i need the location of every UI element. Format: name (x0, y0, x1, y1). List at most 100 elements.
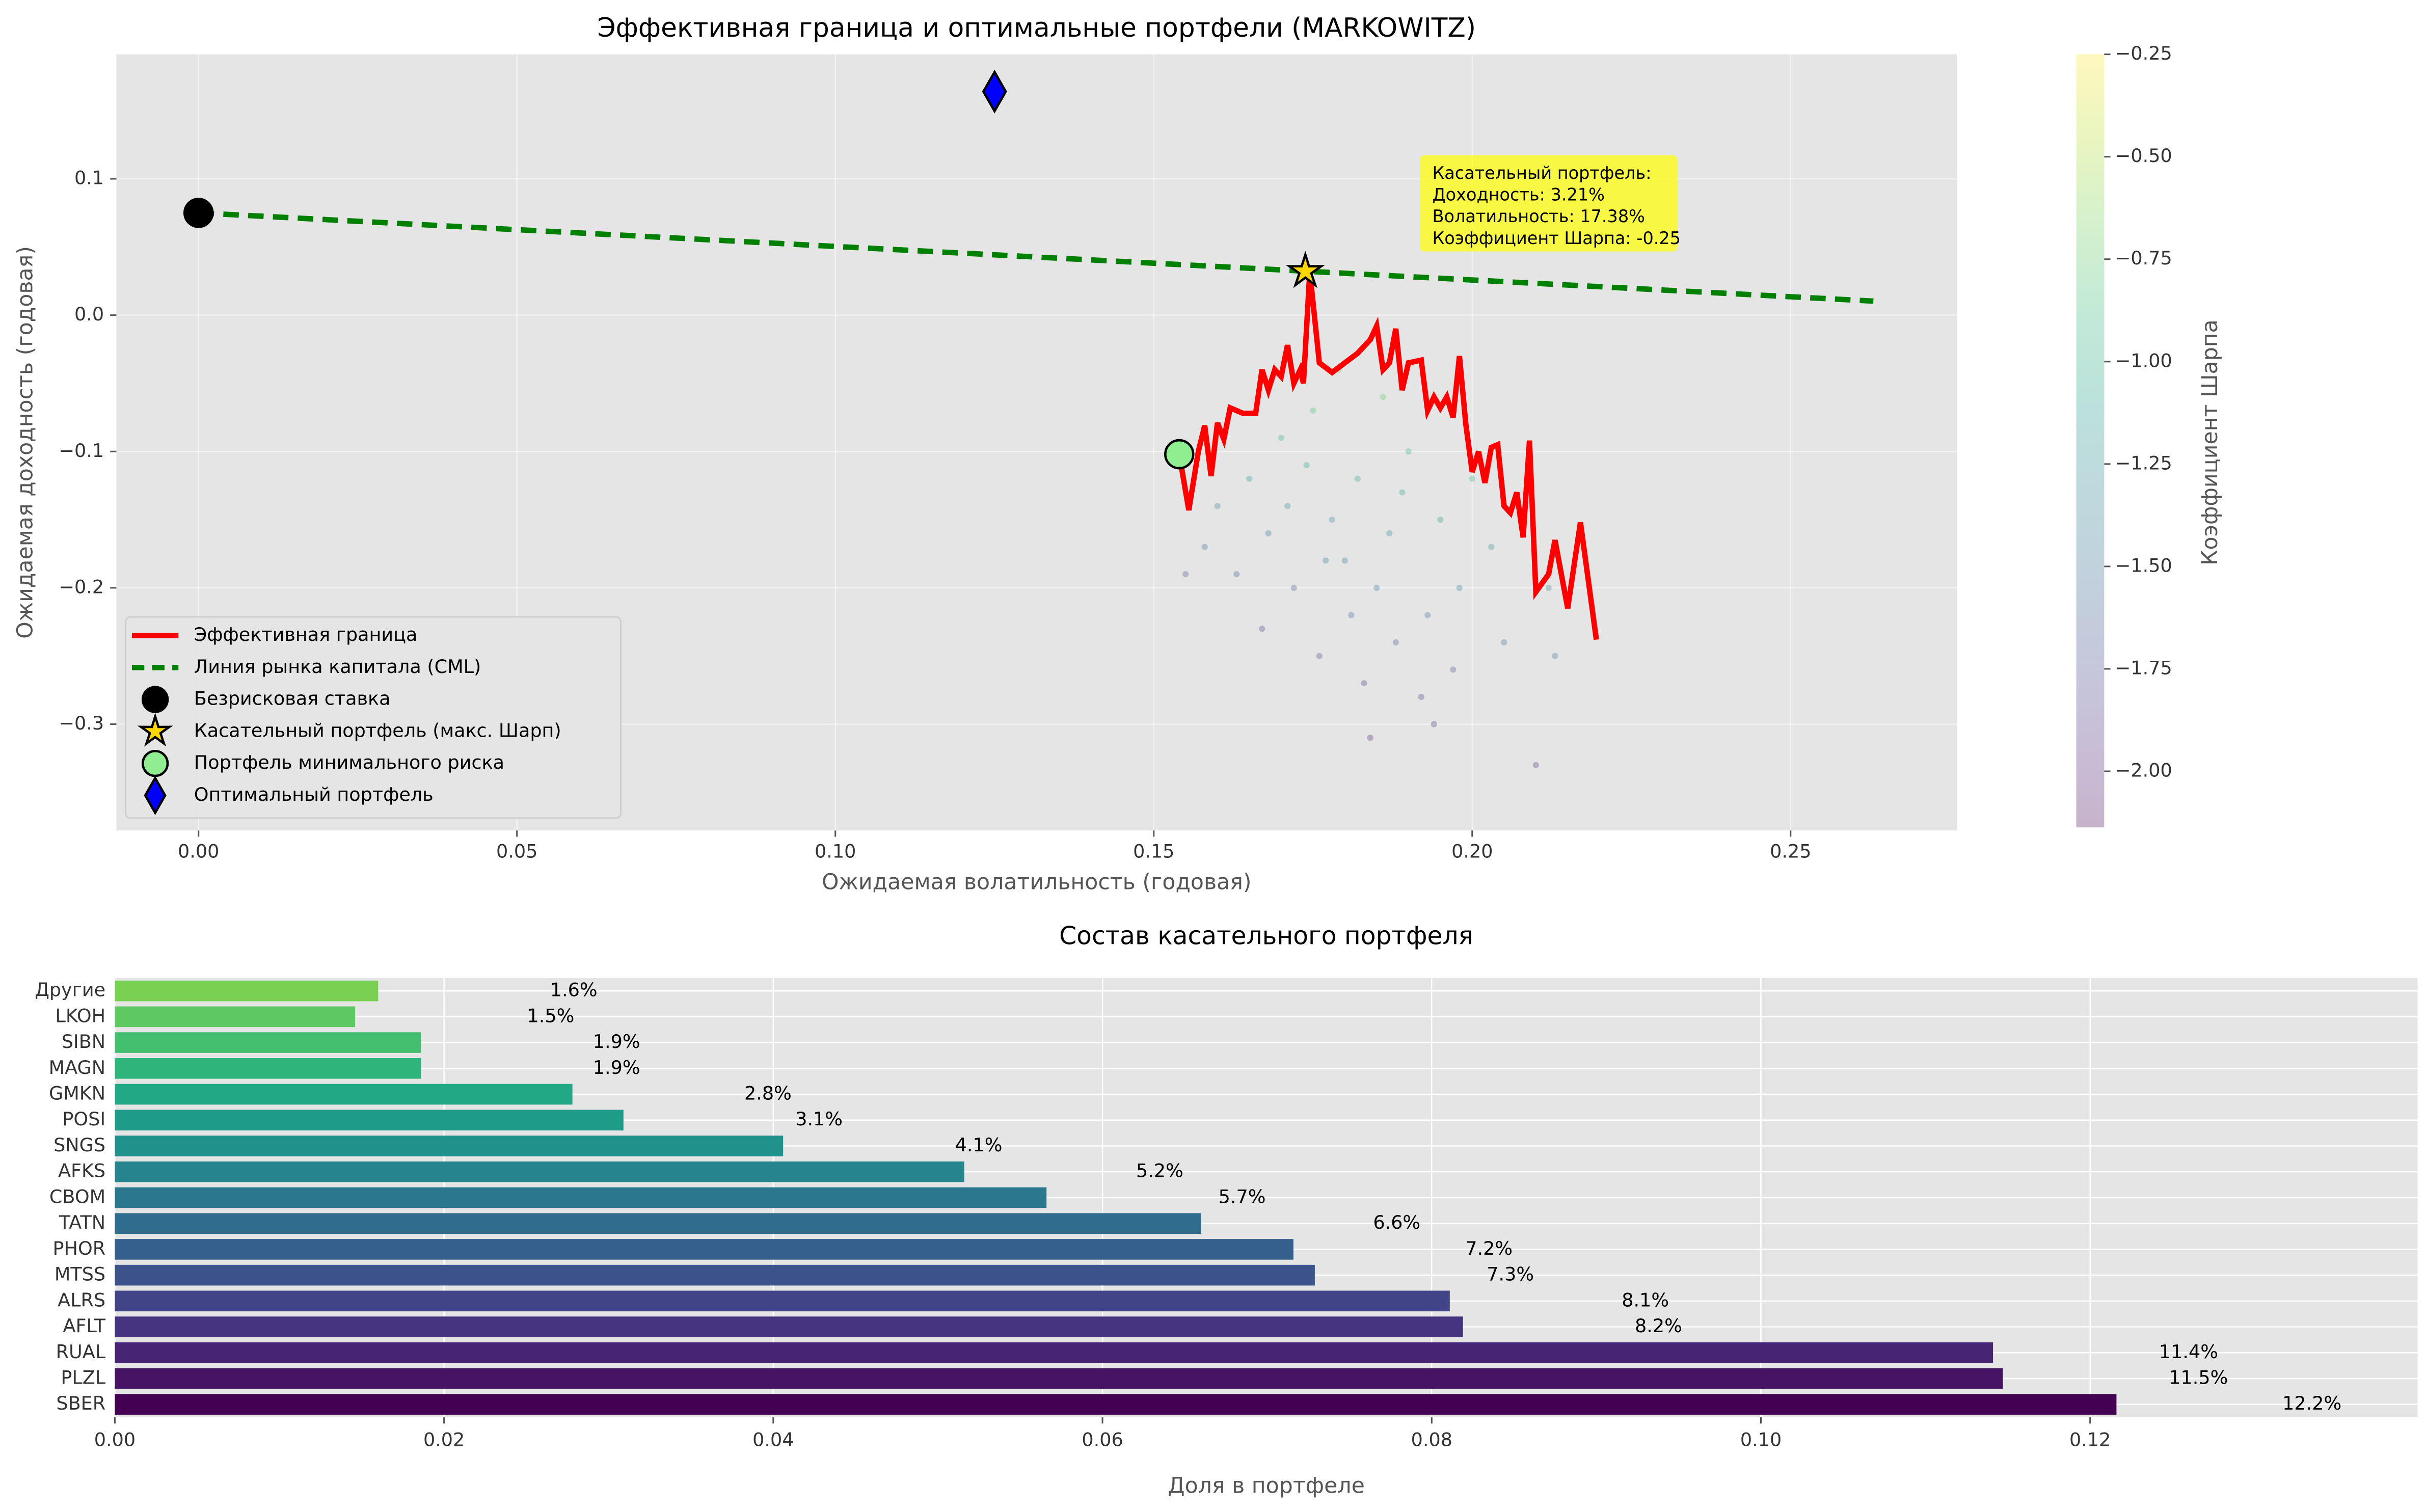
chart-title: Эффективная граница и оптимальные портфе… (597, 13, 1476, 43)
x-tick-label: 0.06 (1082, 1428, 1123, 1450)
x-tick-label: 0.12 (2069, 1428, 2111, 1450)
colorbar-tick-label: −1.25 (2115, 452, 2172, 474)
scatter-point (1367, 735, 1373, 741)
value-label: 8.1% (1622, 1289, 1669, 1311)
colorbar-tick-label: −0.25 (2115, 42, 2172, 64)
bar (115, 1368, 2003, 1389)
scatter-point (1348, 612, 1355, 618)
legend-swatch (141, 686, 169, 713)
bar (115, 1342, 1993, 1363)
bar (115, 1006, 356, 1028)
scatter-point (1418, 693, 1424, 700)
value-label: 3.1% (795, 1108, 843, 1130)
x-tick-label: 0.10 (815, 840, 856, 862)
value-label: 4.1% (955, 1134, 1003, 1156)
scatter-point (1373, 584, 1380, 591)
value-label: 12.2% (2282, 1392, 2341, 1414)
scatter-point (1246, 475, 1253, 482)
legend-swatch (144, 775, 167, 816)
annotation-text: Доходность: 3.21% (1432, 184, 1605, 204)
bar (115, 1239, 1293, 1260)
legend-label: Портфель минимального риска (194, 751, 504, 773)
scatter-point (1431, 721, 1437, 727)
y-tick-label: LKOH (56, 1005, 106, 1027)
scatter-point (1341, 557, 1348, 564)
scatter-point (1450, 666, 1457, 673)
bar (115, 1136, 784, 1156)
x-tick-label: 0.00 (94, 1428, 136, 1450)
x-tick-label: 0.05 (496, 840, 537, 862)
x-tick-label: 0.25 (1770, 840, 1811, 862)
annotation-box (1420, 155, 1678, 252)
scatter-point (1323, 557, 1329, 564)
y-tick-label: 0.0 (74, 303, 104, 325)
y-tick-label: SNGS (53, 1134, 105, 1156)
scatter-point (1399, 489, 1406, 496)
y-tick-label: TATN (59, 1211, 105, 1233)
scatter-point (1386, 530, 1393, 536)
value-label: 11.4% (2159, 1341, 2218, 1363)
scatter-point (1501, 639, 1507, 646)
bar (115, 1110, 624, 1131)
scatter-point (1488, 544, 1495, 550)
y-tick-label: SBER (56, 1392, 105, 1414)
scatter-point (1405, 448, 1412, 455)
value-label: 2.8% (744, 1083, 792, 1104)
marker (1285, 251, 1325, 288)
scatter-point (1469, 475, 1475, 482)
value-label: 1.9% (593, 1031, 640, 1052)
y-tick-label: AFKS (58, 1160, 105, 1182)
value-label: 11.5% (2169, 1367, 2228, 1389)
legend-label: Линия рынка капитала (CML) (194, 656, 481, 678)
legend-label: Касательный портфель (макс. Шарп) (194, 719, 561, 741)
legend-label: Оптимальный портфель (194, 784, 434, 805)
bar (115, 1213, 1201, 1234)
y-tick-label: SIBN (62, 1031, 105, 1052)
y-tick-label: 0.1 (74, 167, 104, 188)
scatter-point (1265, 530, 1272, 536)
scatter-point (1424, 612, 1431, 618)
scatter-point (1259, 626, 1265, 632)
annotation-text: Касательный портфель: (1432, 163, 1651, 183)
value-label: 1.5% (527, 1005, 575, 1027)
scatter-point (1201, 544, 1208, 550)
y-tick-label: Другие (35, 979, 105, 1001)
bar (115, 1161, 964, 1182)
scatter-point (1361, 680, 1367, 687)
y-tick-label: −0.3 (59, 712, 104, 734)
legend-label: Безрисковая ставка (194, 688, 391, 710)
legend-swatch (137, 713, 173, 747)
bar (115, 1316, 1463, 1337)
scatter-point (1437, 516, 1444, 523)
scatter-point (1545, 584, 1552, 591)
x-tick-label: 0.02 (423, 1428, 465, 1450)
bar (115, 1264, 1315, 1286)
frontier-line (1176, 271, 1599, 640)
y-tick-label: PLZL (61, 1367, 105, 1389)
bar (115, 1187, 1047, 1208)
value-label: 6.6% (1373, 1211, 1420, 1233)
x-axis-label: Доля в портфеле (1168, 1473, 1365, 1499)
y-axis-label: Ожидаемая доходность (годовая) (12, 246, 38, 639)
value-label: 5.7% (1219, 1185, 1266, 1207)
legend-label: Эффективная граница (194, 624, 418, 645)
chart-title: Состав касательного портфеля (1059, 922, 1473, 951)
value-label: 1.6% (550, 979, 598, 1001)
y-tick-label: POSI (62, 1108, 105, 1130)
bar (115, 1394, 2117, 1415)
scatter-point (1532, 762, 1539, 768)
value-label: 8.2% (1635, 1315, 1682, 1337)
value-label: 1.9% (593, 1057, 640, 1078)
marker (1164, 439, 1195, 470)
scatter-point (1316, 653, 1323, 659)
x-tick-label: 0.15 (1133, 840, 1174, 862)
cml-line (198, 210, 1874, 304)
colorbar-tick-label: −1.50 (2115, 554, 2172, 576)
bar (115, 1290, 1450, 1312)
scatter-point (1214, 503, 1221, 509)
y-tick-label: GMKN (49, 1083, 105, 1104)
x-tick-label: 0.00 (178, 840, 219, 862)
scatter-point (1303, 462, 1310, 469)
y-tick-label: ALRS (58, 1289, 105, 1311)
scatter-point (1392, 639, 1399, 646)
